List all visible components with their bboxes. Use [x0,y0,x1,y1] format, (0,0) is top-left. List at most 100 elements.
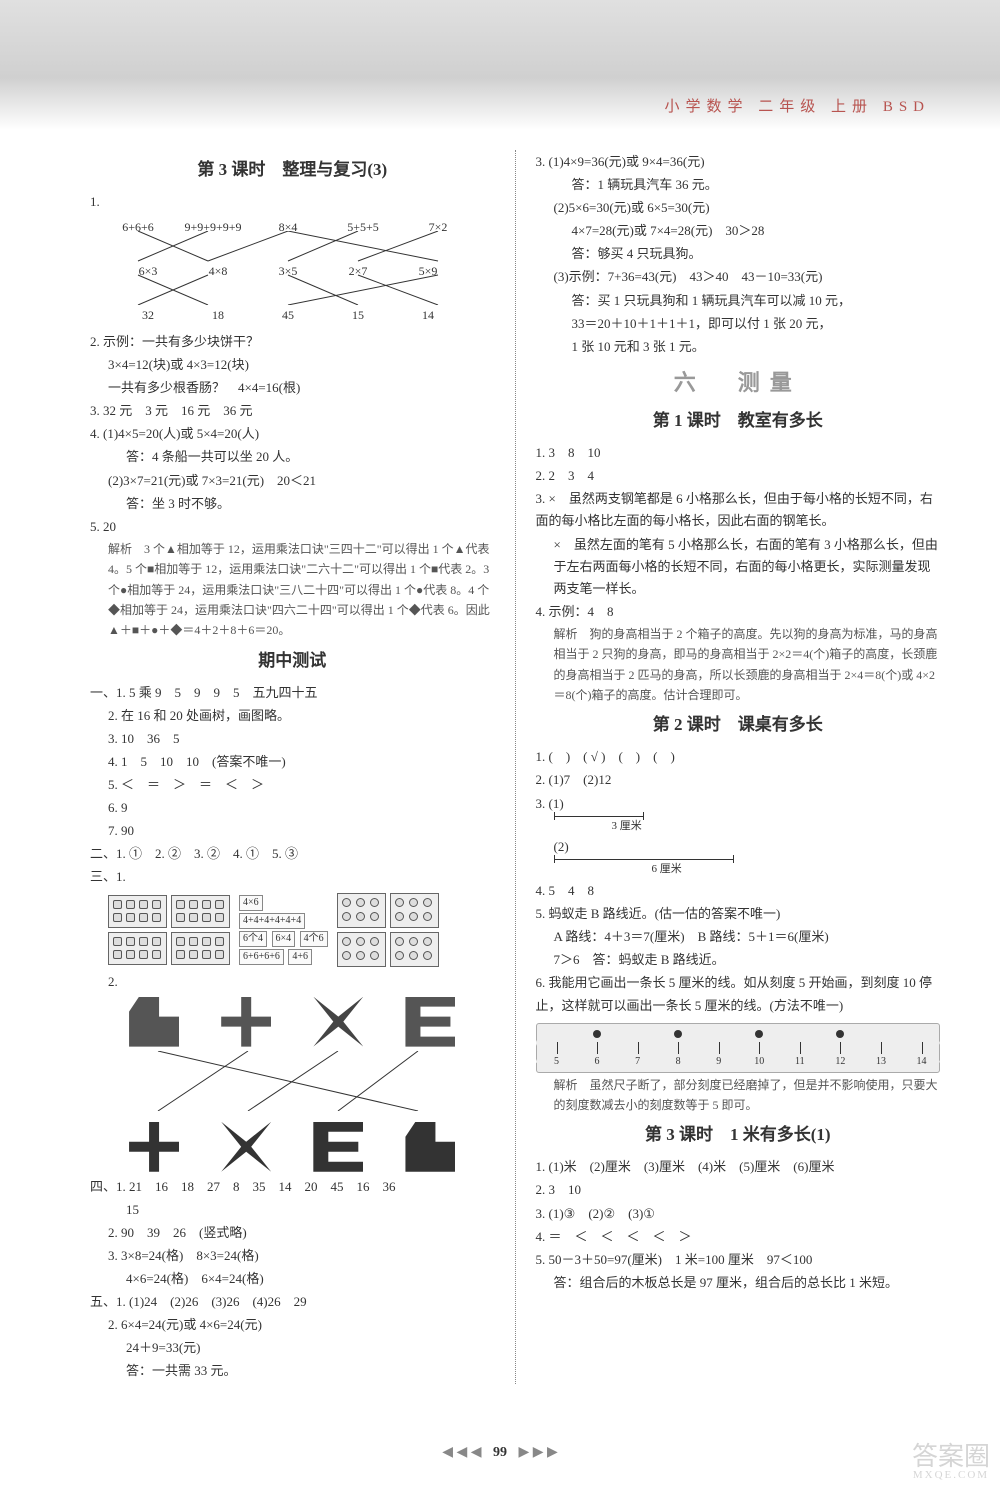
l3-q4-2: 答：4 条船一共可以坐 20 人。 [90,446,495,468]
mt-5-2b: 24＋9=33(元) [90,1337,495,1359]
u6-l1-title: 第 1 课时 教室有多长 [536,407,941,436]
u6-l2-1: 1. ( ) ( √ ) ( ) ( ) [536,746,941,768]
r-q3-3b: 答：买 1 只玩具狗和 1 辆玩具汽车可以减 10 元， [536,290,941,312]
u6-l3-5a: 5. 50－3＋50=97(厘米) 1 米=100 厘米 97＜100 [536,1249,941,1271]
u6-l2-4: 4. 5 4 8 [536,880,941,902]
cross-diagram: 6+6+6 9+9+9+9+9 8×4 5+5+5 7×2 6×3 4×8 [108,217,495,327]
header-text: 小学数学 二年级 上册 BSD [665,95,930,116]
shapes-top [108,997,477,1047]
mt-3-figure: 4×6 4+4+4+4+4+4 6个4 6×4 4个6 6+6+6+6 4+6 [108,893,495,967]
lbl-6cm: 6 厘米 [616,860,941,879]
mt-1-3: 3. 10 36 5 [90,728,495,750]
shape-b3 [313,1122,363,1172]
midterm-title: 期中测试 [90,647,495,676]
u6-l2-5c: 7＞6 答：蚂蚁走 B 路线近。 [536,949,941,971]
hdr-edition: BSD [883,99,930,115]
mt-4-3a: 3. 3×8=24(格) 8×3=24(格) [90,1245,495,1267]
mt-1-7: 7. 90 [90,820,495,842]
l3-q1-label: 1. [90,191,495,213]
mt-4-1b: 15 [90,1199,495,1221]
mt-3: 三、1. [90,866,495,888]
l3-q5: 5. 20 [90,516,495,538]
unit6-title: 六 测量 [536,364,941,401]
wm-sub: MXQE.COM [912,1470,990,1481]
shape-1 [129,997,179,1047]
u6-l2-6a: 6. 我能用它画出一条长 5 厘米的线。如从刻度 5 开始画，到刻度 10 停止… [536,972,941,1016]
hdr-volume: 上册 [831,99,873,115]
lesson3-title: 第 3 课时 整理与复习(3) [90,156,495,185]
l3-q2-3: 一共有多少根香肠？ 4×4=16(根) [90,377,495,399]
l3-q5-exp: 解析 3 个▲相加等于 12，运用乘法口诀"三四十二"可以得出 1 个▲代表 4… [90,539,495,641]
mt-1-6: 6. 9 [90,797,495,819]
mt-2: 二、1. ① 2. ② 3. ② 4. ① 5. ③ [90,843,495,865]
mt-4-3b: 4×6=24(格) 6×4=24(格) [90,1268,495,1290]
content-columns: 第 3 课时 整理与复习(3) 1. 6+6+6 9+9+9+9+9 8×4 5… [0,130,1000,1424]
u6-l1-3b: × 虽然左面的笔有 5 小格那么长，右面的笔有 3 小格那么长，但由于左右两面每… [536,534,941,600]
mt-5-2c: 答：一共需 33 元。 [90,1360,495,1382]
l3-q4-1: 4. (1)4×5=20(人)或 5×4=20(人) [90,423,495,445]
ruler: 567891011121314 [536,1023,941,1073]
u6-l2-2: 2. (1)7 (2)12 [536,769,941,791]
mt-4-2: 2. 90 39 26 (竖式略) [90,1222,495,1244]
lbl-3cm: 3 厘米 [576,817,941,836]
u6-l1-3a: 3. × 虽然两支钢笔都是 6 小格那么长，但由于每小格的长短不同，右面的每小格… [536,488,941,532]
mt-5-2a: 2. 6×4=24(元)或 4×6=24(元) [90,1314,495,1336]
r-q3-2a: (2)5×6=30(元)或 6×5=30(元) [536,197,941,219]
shape-b4 [405,1122,455,1172]
u6-l2-3: 3. (1) [536,793,941,815]
l3-q4-3: (2)3×7=21(元)或 7×3=21(元) 20＜21 [90,470,495,492]
l3-q2-2: 3×4=12(块)或 4×3=12(块) [90,354,495,376]
r-q3-1b: 答：1 辆玩具汽车 36 元。 [536,174,941,196]
u6-l2-5a: 5. 蚂蚁走 B 路线近。(估一估的答案不唯一) [536,903,941,925]
shape-b1 [129,1122,179,1172]
u6-l1-1: 1. 3 8 10 [536,442,941,464]
shape-3 [313,997,363,1047]
mt-1-4: 4. 1 5 10 10 (答案不唯一) [90,751,495,773]
mt-5-1: 五、1. (1)24 (2)26 (3)26 (4)26 29 [90,1291,495,1313]
shape-2 [221,997,271,1047]
page-number: ◀ ◀ ◀ 99 ▶ ▶ ▶ [442,1444,558,1461]
shape-4 [405,997,455,1047]
shapes-bottom [108,1122,477,1172]
u6-l3-4: 4. ＝ ＜ ＜ ＜ ＜ ＞ [536,1226,941,1248]
u6-l2-3b: (2) [536,836,941,858]
mt-3-2: 2. [90,971,495,993]
r-q3-3a: (3)示例：7+36=43(元) 43＞40 43－10=33(元) [536,266,941,288]
right-column: 3. (1)4×9=36(元)或 9×4=36(元) 答：1 辆玩具汽车 36 … [536,150,941,1384]
hdr-subject: 小学数学 [665,99,749,115]
mt-1-1: 一、1. 5 乘 9 5 9 9 5 五九四十五 [90,682,495,704]
l3-q4-4: 答：坐 3 时不够。 [90,493,495,515]
u6-l3-title: 第 3 课时 1 米有多长(1) [536,1121,941,1150]
left-column: 第 3 课时 整理与复习(3) 1. 6+6+6 9+9+9+9+9 8×4 5… [90,150,495,1384]
r-q3-1a: 3. (1)4×9=36(元)或 9×4=36(元) [536,151,941,173]
u6-l3-3: 3. (1)③ (2)② (3)① [536,1203,941,1225]
cd-bot: 32 18 45 15 14 [118,305,458,325]
page: 小学数学 二年级 上册 BSD 第 3 课时 整理与复习(3) 1. 6+6+6… [0,0,1000,1491]
r-q3-2c: 答：够买 4 只玩具狗。 [536,243,941,265]
u6-l3-1: 1. (1)米 (2)厘米 (3)厘米 (4)米 (5)厘米 (6)厘米 [536,1156,941,1178]
l3-q3: 3. 32 元 3 元 16 元 36 元 [90,400,495,422]
u6-l2-6exp: 解析 虽然尺子断了，部分刻度已经磨掉了，但是并不影响使用，只要大的刻度数减去小的… [536,1075,941,1116]
l3-q2-1: 2. 示例：一共有多少块饼干？ [90,331,495,353]
u6-l3-2: 2. 3 10 [536,1179,941,1201]
u6-l3-5b: 答：组合后的木板总长是 97 厘米，组合后的总长比 1 米短。 [536,1272,941,1294]
u6-l1-4exp: 解析 狗的身高相当于 2 个箱子的高度。先以狗的身高为标准，马的身高相当于 2 … [536,624,941,706]
shape-b2 [221,1122,271,1172]
mt-4-1: 四、1. 21 16 18 27 8 35 14 20 45 16 36 [90,1176,495,1198]
header-banner: 小学数学 二年级 上册 BSD [0,0,1000,130]
column-divider [515,150,516,1384]
u6-l2-5b: A 路线：4＋3＝7(厘米) B 路线：5＋1＝6(厘米) [536,926,941,948]
u6-l1-2: 2. 2 3 4 [536,465,941,487]
watermark: 答案圈 MXQE.COM [912,1444,990,1481]
wm-main: 答案圈 [912,1442,990,1471]
r-q3-3d: 1 张 10 元和 3 张 1 元。 [536,336,941,358]
mt-1-2: 2. 在 16 和 20 处画树，画图略。 [90,705,495,727]
r-q3-3c: 33＝20＋10＋1＋1＋1，即可以付 1 张 20 元， [536,313,941,335]
match-lines [108,1051,468,1111]
hdr-grade: 二年级 [758,99,821,115]
cd-mid: 6×3 4×8 3×5 2×7 5×9 [118,261,458,281]
u6-l2-title: 第 2 课时 课桌有多长 [536,711,941,740]
mt-1-5: 5. ＜ ＝ ＞ ＝ ＜ ＞ [90,774,495,796]
r-q3-2b: 4×7=28(元)或 7×4=28(元) 30＞28 [536,220,941,242]
expr-labels: 4×6 4+4+4+4+4+4 6个4 6×4 4个6 6+6+6+6 4+6 [238,894,329,966]
